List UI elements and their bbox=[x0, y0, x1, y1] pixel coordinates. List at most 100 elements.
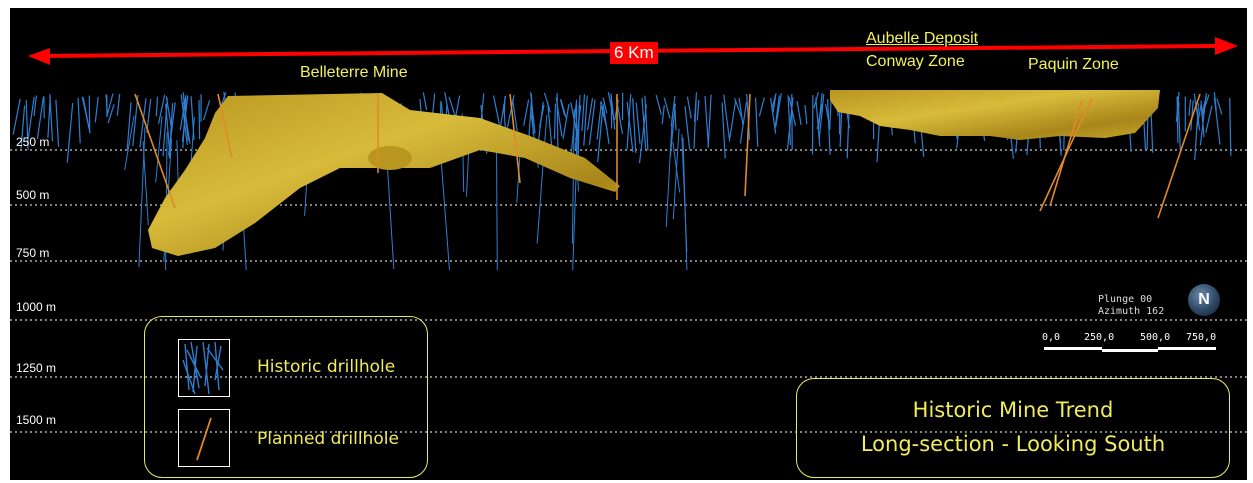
historic-drillhole bbox=[124, 115, 135, 170]
historic-drillhole bbox=[66, 102, 74, 163]
historic-drillhole bbox=[755, 97, 759, 147]
planned-drillhole bbox=[217, 93, 233, 159]
historic-drillhole bbox=[1188, 99, 1192, 116]
historic-drillhole bbox=[202, 100, 211, 121]
historic-drillhole bbox=[655, 94, 662, 115]
historic-drillhole bbox=[20, 105, 26, 149]
historic-drillhole bbox=[610, 93, 616, 130]
historic-drillhole bbox=[155, 115, 163, 183]
orientation-readout: Plunge 00 Azimuth 162 bbox=[1098, 294, 1164, 318]
historic-drillhole bbox=[165, 96, 173, 131]
historic-drillhole bbox=[723, 94, 731, 142]
historic-drillhole bbox=[539, 104, 545, 128]
section-title-line2: Long-section - Looking South bbox=[860, 432, 1166, 456]
historic-drillhole bbox=[33, 95, 37, 116]
historic-drillhole bbox=[596, 101, 603, 140]
zone-label-belleterre: Belleterre Mine bbox=[300, 64, 408, 81]
legend-historic-label: Historic drillhole bbox=[257, 357, 396, 377]
historic-drillhole bbox=[116, 93, 121, 116]
historic-drillhole bbox=[738, 97, 744, 126]
arrow-icon bbox=[28, 48, 50, 65]
historic-drillhole bbox=[523, 99, 530, 126]
historic-drillhole bbox=[818, 94, 825, 140]
historic-drillhole bbox=[602, 103, 610, 145]
depth-label-750: 750 m bbox=[16, 246, 50, 260]
historic-drillhole bbox=[1193, 93, 1201, 131]
historic-drillhole bbox=[81, 96, 90, 128]
distance-label: 6 Km bbox=[610, 42, 658, 64]
historic-drillhole bbox=[139, 98, 147, 148]
historic-drillhole bbox=[512, 99, 518, 132]
historic-drillhole bbox=[607, 91, 614, 115]
arrow-icon bbox=[1215, 37, 1238, 55]
long-section-canvas: 6 Km Belleterre Mine Aubelle Deposit Con… bbox=[10, 8, 1247, 480]
scale-label-0: 0,0 bbox=[1042, 332, 1061, 343]
plunge-text: Plunge 00 bbox=[1098, 294, 1153, 305]
historic-drillhole bbox=[107, 104, 115, 124]
historic-drillhole bbox=[626, 101, 634, 153]
historic-drillhole bbox=[696, 99, 700, 121]
section-drawing bbox=[10, 37, 1247, 433]
historic-drillhole bbox=[661, 105, 665, 125]
historic-drillhole bbox=[562, 104, 570, 140]
historic-drillhole bbox=[1176, 96, 1179, 144]
historic-drillhole bbox=[495, 130, 498, 271]
historic-drillhole bbox=[663, 97, 671, 119]
historic-drillhole bbox=[1194, 103, 1200, 161]
depth-label-250: 250 m bbox=[16, 135, 50, 149]
historic-drillhole bbox=[632, 98, 637, 153]
historic-drillhole bbox=[26, 96, 35, 144]
historic-drillhole bbox=[644, 95, 649, 151]
historic-drillhole bbox=[536, 114, 548, 244]
belleterre-orebody bbox=[148, 93, 620, 256]
zone-label-paquin: Paquin Zone bbox=[1028, 56, 1119, 73]
historic-drillhole bbox=[165, 103, 171, 156]
historic-drillhole bbox=[155, 96, 159, 117]
planned-drillhole bbox=[509, 93, 521, 184]
historic-drillhole bbox=[693, 99, 697, 149]
scale-segment bbox=[1044, 347, 1102, 350]
historic-drillhole bbox=[94, 96, 99, 123]
depth-label-1000: 1000 m bbox=[16, 300, 57, 314]
historic-drillhole bbox=[1229, 97, 1232, 156]
historic-drillhole bbox=[704, 96, 710, 148]
historic-drillhole bbox=[1213, 97, 1221, 145]
historic-drillhole bbox=[588, 99, 596, 145]
historic-drillhole-swatch bbox=[178, 339, 230, 397]
depth-label-1500: 1500 m bbox=[16, 413, 57, 427]
section-title-box: Historic Mine Trend Long-section - Looki… bbox=[796, 378, 1230, 478]
section-title-line1: Historic Mine Trend bbox=[912, 398, 1114, 422]
historic-drillhole bbox=[560, 99, 566, 116]
historic-drillhole bbox=[674, 103, 677, 131]
historic-drillhole bbox=[77, 97, 81, 144]
historic-drillhole bbox=[626, 93, 632, 150]
historic-drillhole bbox=[1216, 98, 1223, 115]
historic-drillhole bbox=[47, 96, 51, 138]
historic-drillhole bbox=[721, 102, 726, 159]
historic-drillhole bbox=[448, 96, 456, 116]
historic-drillhole bbox=[439, 145, 450, 271]
historic-drillhole bbox=[1205, 105, 1213, 133]
zone-label-aubelle: Aubelle Deposit bbox=[866, 30, 979, 47]
historic-drillhole bbox=[12, 98, 21, 135]
scale-bar bbox=[1044, 347, 1216, 352]
azimuth-text: Azimuth 162 bbox=[1098, 306, 1165, 317]
historic-drillhole bbox=[686, 96, 692, 119]
legend-box: Historic drillhole Planned drillhole bbox=[144, 316, 428, 478]
historic-drillhole bbox=[492, 95, 500, 125]
legend-planned-label: Planned drillhole bbox=[257, 429, 399, 449]
historic-drillhole bbox=[707, 94, 712, 148]
historic-drillhole bbox=[157, 94, 166, 124]
historic-drillhole bbox=[729, 101, 737, 139]
scale-label-250: 250,0 bbox=[1084, 332, 1115, 343]
historic-drillhole bbox=[180, 94, 188, 146]
historic-drillhole bbox=[581, 94, 586, 131]
historic-drillhole bbox=[672, 142, 681, 193]
aubelle-orebody bbox=[830, 90, 1160, 140]
planned-drillhole bbox=[1049, 99, 1083, 207]
historic-drillhole bbox=[1200, 100, 1205, 138]
historic-drillhole bbox=[530, 92, 536, 134]
historic-drillhole bbox=[597, 105, 604, 162]
depth-label-500: 500 m bbox=[16, 188, 50, 202]
historic-drillhole bbox=[422, 92, 428, 111]
